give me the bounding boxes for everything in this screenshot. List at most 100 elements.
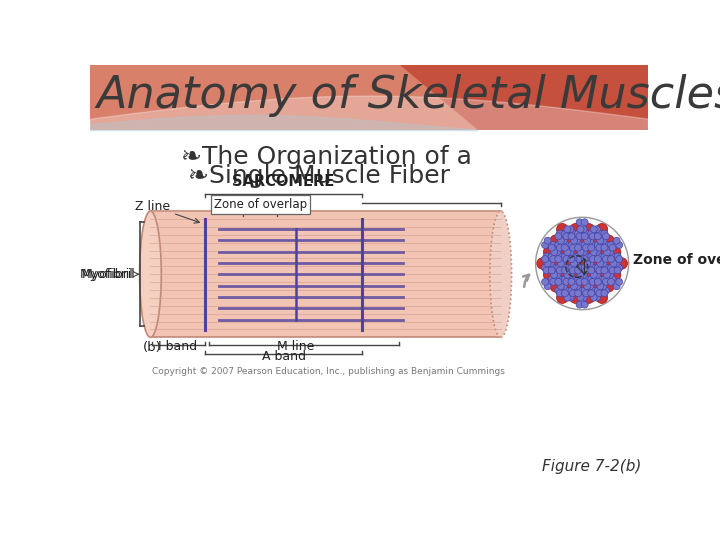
- Circle shape: [596, 253, 603, 260]
- Circle shape: [554, 248, 561, 255]
- Circle shape: [581, 265, 588, 271]
- Circle shape: [567, 248, 574, 255]
- Circle shape: [597, 237, 604, 244]
- Circle shape: [590, 226, 597, 233]
- Circle shape: [589, 241, 596, 248]
- Circle shape: [582, 230, 590, 237]
- Circle shape: [588, 267, 595, 274]
- Circle shape: [593, 248, 600, 255]
- Circle shape: [577, 272, 584, 278]
- Circle shape: [576, 235, 588, 246]
- Circle shape: [596, 244, 603, 251]
- Circle shape: [582, 267, 590, 274]
- Circle shape: [570, 230, 577, 237]
- Bar: [150, 211, 500, 338]
- Circle shape: [580, 226, 588, 233]
- Circle shape: [564, 294, 571, 301]
- Circle shape: [593, 272, 600, 278]
- Circle shape: [563, 258, 575, 269]
- Circle shape: [589, 255, 596, 262]
- Circle shape: [575, 290, 582, 296]
- Circle shape: [601, 230, 608, 237]
- Circle shape: [576, 287, 583, 294]
- Circle shape: [616, 255, 623, 262]
- Circle shape: [575, 230, 582, 237]
- Circle shape: [608, 255, 614, 262]
- Circle shape: [581, 241, 588, 248]
- Circle shape: [557, 267, 563, 274]
- Circle shape: [548, 276, 555, 283]
- Circle shape: [567, 272, 574, 278]
- Circle shape: [563, 279, 570, 285]
- Circle shape: [557, 283, 564, 289]
- Text: Anatomy of Skeletal Muscles: Anatomy of Skeletal Muscles: [96, 74, 720, 117]
- Circle shape: [609, 267, 616, 274]
- Circle shape: [575, 244, 582, 251]
- Circle shape: [557, 260, 564, 267]
- Circle shape: [596, 292, 608, 303]
- Circle shape: [581, 219, 588, 226]
- Circle shape: [601, 267, 608, 274]
- Circle shape: [576, 255, 583, 262]
- Circle shape: [563, 287, 570, 294]
- Circle shape: [568, 279, 575, 285]
- Circle shape: [570, 246, 581, 258]
- Circle shape: [609, 269, 621, 281]
- Circle shape: [601, 276, 608, 283]
- Circle shape: [557, 290, 563, 296]
- Circle shape: [583, 292, 595, 303]
- Circle shape: [570, 292, 581, 303]
- Ellipse shape: [490, 211, 512, 338]
- Circle shape: [547, 260, 554, 267]
- Circle shape: [597, 260, 604, 267]
- Circle shape: [562, 276, 568, 283]
- Circle shape: [567, 294, 574, 301]
- Circle shape: [589, 233, 596, 240]
- Circle shape: [584, 283, 590, 289]
- Circle shape: [594, 265, 601, 271]
- Circle shape: [616, 279, 623, 285]
- Circle shape: [590, 272, 597, 278]
- Circle shape: [594, 233, 601, 240]
- Circle shape: [570, 253, 577, 260]
- Circle shape: [608, 265, 614, 271]
- Circle shape: [557, 276, 563, 283]
- Circle shape: [575, 276, 582, 283]
- Circle shape: [541, 279, 549, 285]
- Circle shape: [541, 241, 549, 248]
- Circle shape: [557, 230, 563, 237]
- Circle shape: [576, 258, 588, 269]
- Circle shape: [582, 253, 590, 260]
- Circle shape: [555, 265, 562, 271]
- Circle shape: [557, 224, 568, 235]
- Circle shape: [596, 269, 608, 281]
- Circle shape: [590, 248, 597, 255]
- Circle shape: [600, 283, 607, 289]
- Circle shape: [548, 244, 555, 251]
- Circle shape: [581, 233, 588, 240]
- Circle shape: [594, 279, 601, 285]
- Circle shape: [606, 248, 613, 255]
- Circle shape: [601, 244, 608, 251]
- Circle shape: [583, 269, 595, 281]
- Circle shape: [576, 233, 583, 240]
- Circle shape: [603, 241, 609, 248]
- Circle shape: [616, 265, 623, 271]
- Circle shape: [541, 255, 549, 262]
- Circle shape: [541, 265, 549, 271]
- Circle shape: [562, 267, 568, 274]
- Circle shape: [557, 244, 563, 251]
- Circle shape: [550, 258, 562, 269]
- Circle shape: [596, 290, 603, 296]
- Circle shape: [563, 241, 570, 248]
- Circle shape: [589, 265, 596, 271]
- Circle shape: [600, 237, 607, 244]
- Circle shape: [570, 269, 581, 281]
- Circle shape: [587, 260, 594, 267]
- Polygon shape: [400, 65, 648, 130]
- Circle shape: [576, 219, 583, 226]
- Circle shape: [557, 292, 568, 303]
- Circle shape: [555, 287, 562, 294]
- Circle shape: [584, 237, 590, 244]
- Circle shape: [563, 265, 570, 271]
